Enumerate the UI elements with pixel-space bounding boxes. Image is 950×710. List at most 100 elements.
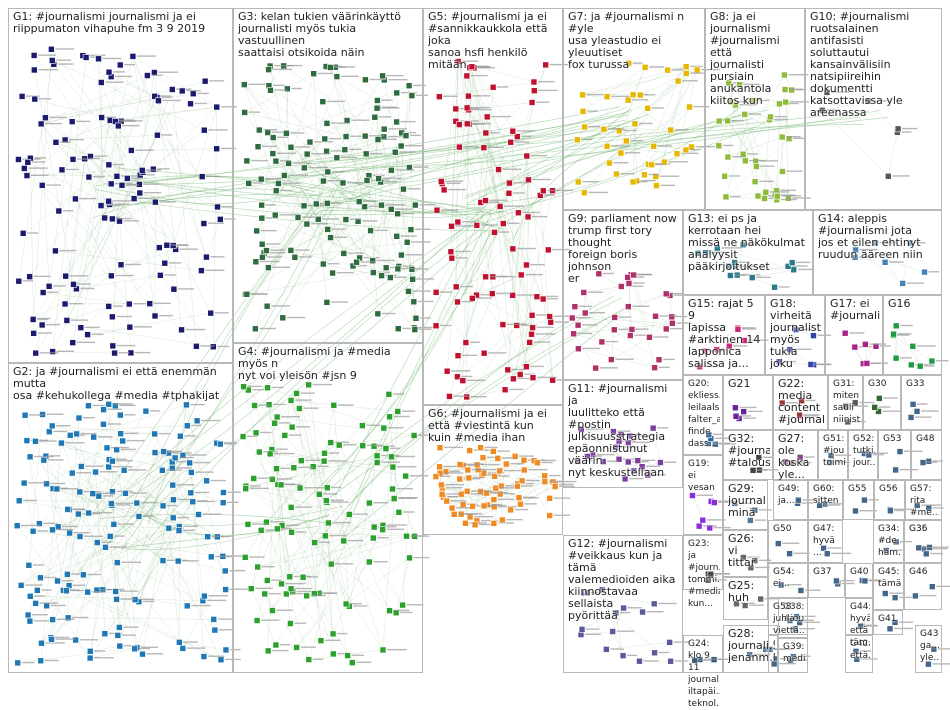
group-label-g21: G21 xyxy=(728,378,770,390)
network-graph: G1: #journalismi journalismi ja ei riipp… xyxy=(0,0,950,688)
group-box-g60: G60: sitten xyxy=(808,480,843,520)
group-box-g25: G25: huh xyxy=(723,577,768,620)
group-box-g12: G12: #journalismi #veikkaus kun ja tämä … xyxy=(563,535,683,673)
group-box-g26: G26: vi tittar xyxy=(723,530,768,577)
group-box-g11: G11: #journalismi ja luulitteko että #po… xyxy=(563,380,683,488)
group-box-g50: G50 xyxy=(768,520,808,563)
group-box-g3: G3: kelan tukien väärinkäyttö journalist… xyxy=(233,8,423,343)
group-box-g48: G48 xyxy=(911,430,942,480)
group-box-g40: G40 xyxy=(845,563,873,598)
group-box-g41: G41 xyxy=(873,610,903,635)
group-box-g53: G53 xyxy=(878,430,911,480)
group-box-g14: G14: aleppis #journalismi jota jos et ei… xyxy=(813,210,942,295)
group-box-g37: G37 xyxy=(808,563,845,598)
group-box-g13: G13: ei ps ja kerrotaan hei missä ne näk… xyxy=(683,210,813,295)
group-box-g20: G20: ekliess... leilaals falter_at finde… xyxy=(683,375,723,455)
group-label-g29: G29: journali... minä xyxy=(728,483,765,519)
group-label-g43: G43: ga... yle... xyxy=(920,628,939,664)
group-box-g59: G59: pasi... xyxy=(768,635,778,673)
group-box-g54: G54: ei... xyxy=(768,563,808,598)
group-label-g1: G1: #journalismi journalismi ja ei riipp… xyxy=(13,11,230,35)
group-box-g57: G57: rita #me... xyxy=(905,480,942,520)
group-label-g45: G45: tämä xyxy=(878,566,901,590)
group-box-g34: G34: #de... ham... xyxy=(873,520,904,563)
group-box-g30: G30 xyxy=(863,375,901,430)
group-label-g6: G6: #journalismi ja ei että #viestintä k… xyxy=(428,408,560,444)
group-label-g42: G42: että... xyxy=(850,638,870,662)
group-box-g15: G15: rajat 5 9 lapissa #arktinen 14 lapp… xyxy=(683,295,765,375)
group-label-g39: G39: medi... xyxy=(783,641,805,665)
group-label-g12: G12: #journalismi #veikkaus kun ja tämä … xyxy=(568,538,680,622)
group-label-g52: G52: tutki... jour... xyxy=(853,433,875,469)
group-box-g6: G6: #journalismi ja ei että #viestintä k… xyxy=(423,405,563,535)
group-label-g60: G60: sitten xyxy=(813,483,840,507)
group-label-g22: G22: media content #journal... xyxy=(778,378,825,426)
group-label-g33: G33 xyxy=(906,378,939,390)
group-label-g8: G8: ja ei journalismi #journalismi että … xyxy=(710,11,802,107)
group-label-g46: G46 xyxy=(909,566,939,578)
group-label-g55: G55 xyxy=(848,483,871,495)
group-box-g31: G31: miten sauli niinist... xyxy=(828,375,863,430)
group-box-g29: G29: journali... minä xyxy=(723,480,768,530)
group-label-g13: G13: ei ps ja kerrotaan hei missä ne näk… xyxy=(688,213,810,273)
group-label-g37: G37 xyxy=(813,566,842,578)
group-label-g15: G15: rajat 5 9 lapissa #arktinen 14 lapp… xyxy=(688,298,762,370)
group-box-g49: G49: ja... xyxy=(773,480,808,520)
group-label-g17: G17: ei #journalis... xyxy=(830,298,880,322)
group-box-g52: G52: tutki... jour... xyxy=(848,430,878,480)
group-label-g7: G7: ja #journalismi n #yle usa yleastudi… xyxy=(568,11,702,71)
group-label-g5: G5: #journalismi ja ei #sannikkaukkola e… xyxy=(428,11,560,71)
group-box-g45: G45: tämä xyxy=(873,563,904,610)
group-box-g1: G1: #journalismi journalismi ja ei riipp… xyxy=(8,8,233,363)
group-box-g24: G24: klo 9 11 journal... iltapäi... tekn… xyxy=(683,635,723,673)
group-label-g10: G10: #journalismi ruotsalainen antifasis… xyxy=(810,11,939,119)
group-box-g55: G55 xyxy=(843,480,874,520)
group-box-g33: G33 xyxy=(901,375,942,430)
group-label-g26: G26: vi tittar xyxy=(728,533,765,569)
group-label-g53: G53 xyxy=(883,433,908,445)
group-label-g49: G49: ja... xyxy=(778,483,805,507)
group-box-g21: G21 xyxy=(723,375,773,430)
group-label-g4: G4: #journalismi ja #media myös n nyt vo… xyxy=(238,346,420,382)
group-label-g27: G27: ole koska yle... xyxy=(778,433,815,481)
group-label-g56: G56 xyxy=(879,483,902,495)
group-label-g30: G30 xyxy=(868,378,898,390)
group-label-g36: G36 xyxy=(909,523,939,535)
group-label-g3: G3: kelan tukien väärinkäyttö journalist… xyxy=(238,11,420,59)
group-label-g14: G14: aleppis #journalismi jota jos et ei… xyxy=(818,213,939,261)
group-box-g58: G58: juhla... viettä... xyxy=(768,598,808,635)
group-box-g46: G46 xyxy=(904,563,942,610)
group-label-g31: G31: miten sauli niinist... xyxy=(833,378,860,426)
group-box-g16: G16 xyxy=(883,295,942,375)
group-label-g9: G9: parliament now trump first tory thou… xyxy=(568,213,680,285)
group-box-g44: G44: hyvä että täm... xyxy=(845,598,873,635)
group-label-g59: G59: pasi... xyxy=(773,638,775,662)
group-box-g39: G39: medi... xyxy=(778,638,808,673)
group-box-g32: G32: #journa... #talous... xyxy=(723,430,773,480)
group-box-g8: G8: ja ei journalismi #journalismi että … xyxy=(705,8,805,210)
group-box-g47: G47: hyvä ... xyxy=(808,520,843,563)
group-box-g42: G42: että... xyxy=(845,635,873,673)
group-box-g9: G9: parliament now trump first tory thou… xyxy=(563,210,683,380)
group-box-g22: G22: media content #journal... xyxy=(773,375,828,430)
group-label-g11: G11: #journalismi ja luulitteko että #po… xyxy=(568,383,680,479)
group-label-g34: G34: #de... ham... xyxy=(878,523,901,559)
group-box-g36: G36 xyxy=(904,520,942,563)
group-label-g41: G41 xyxy=(878,613,900,625)
group-label-g2: G2: ja #journalismi ei että enemmän mutt… xyxy=(13,366,230,402)
group-label-g54: G54: ei... xyxy=(773,566,805,590)
group-box-g18: G18: virheitä journalisti myös tukia jok… xyxy=(765,295,825,375)
group-box-g23: G23: ja #journ... tommi... #media kun... xyxy=(683,535,723,590)
group-box-g43: G43: ga... yle... xyxy=(915,625,942,673)
group-box-g7: G7: ja #journalismi n #yle usa yleastudi… xyxy=(563,8,705,210)
group-label-g50: G50 xyxy=(773,523,805,535)
group-box-g56: G56 xyxy=(874,480,905,520)
group-label-g58: G58: juhla... viettä... xyxy=(773,601,805,637)
group-label-g47: G47: hyvä ... xyxy=(813,523,840,559)
group-box-g2: G2: ja #journalismi ei että enemmän mutt… xyxy=(8,363,233,673)
group-label-g40: G40 xyxy=(850,566,870,578)
group-label-g19: G19: ei vesan xyxy=(688,458,720,494)
group-box-g51: G51: #jou... toimi... xyxy=(818,430,848,480)
group-label-g57: G57: rita #me... xyxy=(910,483,939,519)
group-label-g20: G20: ekliess... leilaals falter_at finde… xyxy=(688,378,720,450)
